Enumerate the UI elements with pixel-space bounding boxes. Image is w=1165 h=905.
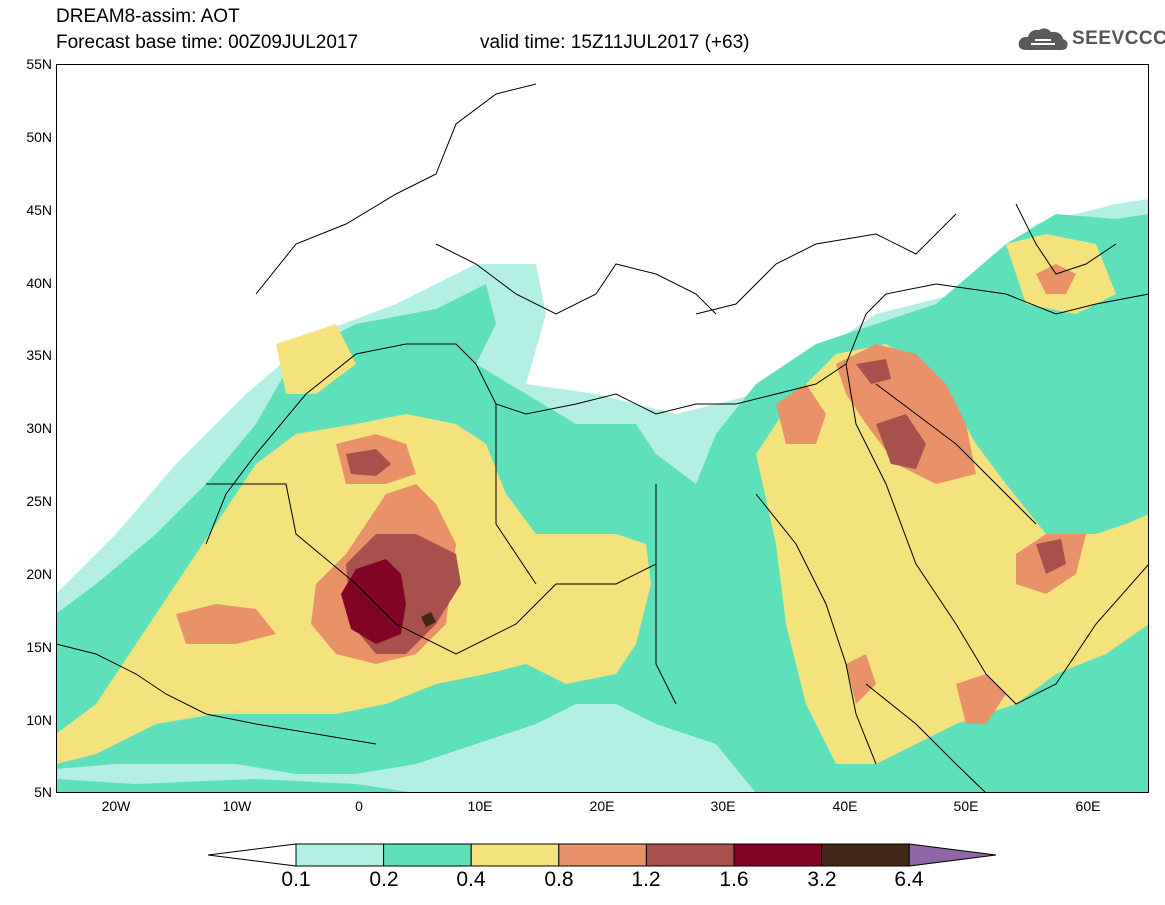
- colorbar-segment: [821, 843, 910, 867]
- lat-label: 55N: [26, 56, 52, 72]
- lat-label: 25N: [26, 493, 52, 509]
- colorbar-label: 1.6: [719, 868, 749, 891]
- colorbar-segment: [383, 843, 472, 867]
- colorbar-label: 0.2: [369, 868, 399, 891]
- lon-label: 40E: [832, 798, 858, 814]
- colorbar-segment: [645, 843, 735, 867]
- lat-label: 50N: [26, 129, 52, 145]
- colorbar-label: 0.4: [456, 868, 486, 891]
- lat-label: 15N: [26, 639, 52, 655]
- colorbar-label: 3.2: [807, 868, 837, 891]
- forecast-base-time: Forecast base time: 00Z09JUL2017: [56, 32, 359, 53]
- cloud-icon: [1018, 28, 1068, 50]
- colorbar-label: 0.8: [544, 868, 574, 891]
- lon-label: 30E: [710, 798, 736, 814]
- map-frame: [56, 64, 1149, 793]
- lon-label: 0: [355, 798, 363, 814]
- colorbar-segment: [470, 843, 560, 867]
- aot-map: [56, 64, 1149, 793]
- colorbar-label: 6.4: [894, 868, 924, 891]
- aot-colorbar: [208, 843, 997, 867]
- colorbar-under-arrow: [208, 843, 297, 867]
- lat-label: 30N: [26, 420, 52, 436]
- colorbar-segment: [558, 843, 647, 867]
- lat-label: 10N: [26, 712, 52, 728]
- map-title: DREAM8-assim: AOT: [56, 6, 240, 27]
- colorbar-label: 1.2: [631, 868, 661, 891]
- lat-label: 40N: [26, 275, 52, 291]
- aot-band-3-2: [421, 612, 436, 627]
- lon-label: 60E: [1075, 798, 1101, 814]
- lat-label: 5N: [34, 784, 52, 800]
- colorbar-segment: [295, 843, 385, 867]
- lon-label: 10W: [222, 798, 252, 814]
- lat-label: 45N: [26, 202, 52, 218]
- lon-label: 50E: [953, 798, 979, 814]
- colorbar-label: 0.1: [281, 868, 311, 891]
- map-panel: [56, 64, 1149, 793]
- lon-label: 20W: [101, 798, 131, 814]
- logo-text: SEEVCCC: [1072, 28, 1165, 49]
- lon-label: 10E: [467, 798, 493, 814]
- seevccc-logo: SEEVCCC: [1017, 26, 1165, 52]
- colorbar-over-arrow: [908, 843, 997, 867]
- colorbar-segment: [733, 843, 823, 867]
- lon-label: 20E: [589, 798, 615, 814]
- lat-label: 20N: [26, 566, 52, 582]
- coastlines: [56, 83, 1149, 793]
- valid-time: valid time: 15Z11JUL2017 (+63): [480, 32, 750, 53]
- lat-label: 35N: [26, 347, 52, 363]
